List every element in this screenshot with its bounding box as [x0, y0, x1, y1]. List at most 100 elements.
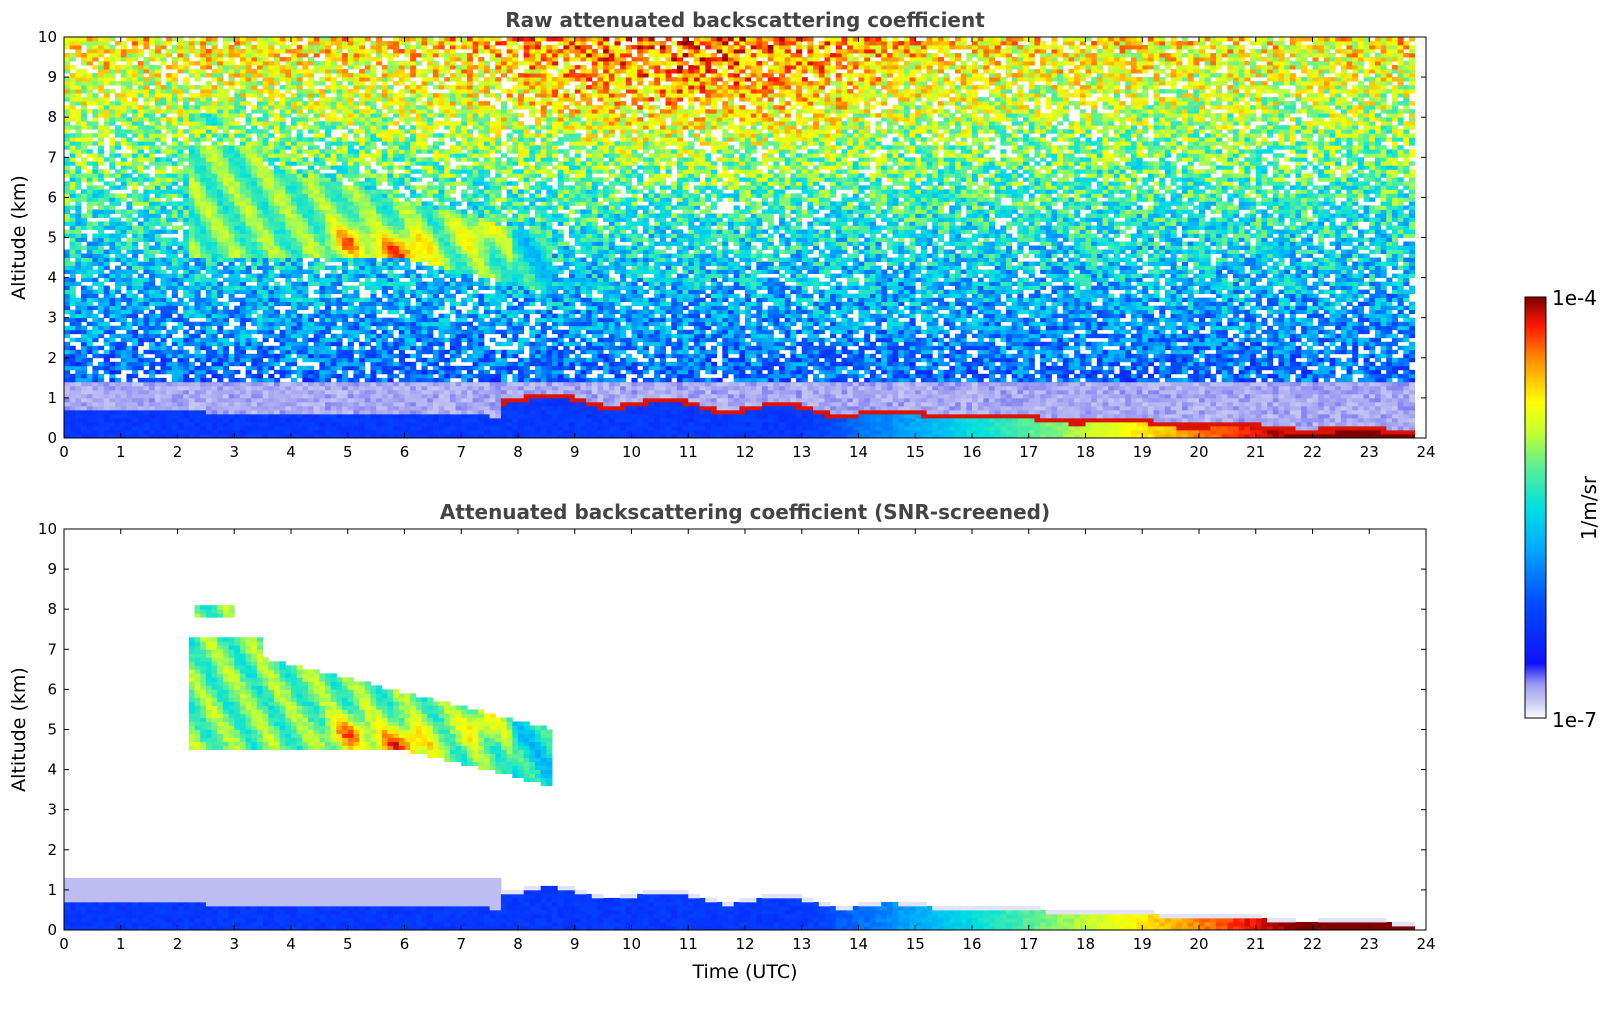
- heatmap-cell: [1119, 425, 1126, 431]
- heatmap-cell: [1068, 429, 1075, 435]
- heatmap-cell: [756, 345, 763, 351]
- heatmap-cell: [869, 373, 876, 379]
- heatmap-cell: [1233, 409, 1240, 415]
- heatmap-cell: [1346, 433, 1353, 439]
- heatmap-cell: [671, 417, 678, 423]
- heatmap-cell: [1164, 365, 1172, 371]
- heatmap-cell: [869, 425, 876, 431]
- heatmap-cell: [404, 397, 411, 403]
- heatmap-cell: [478, 393, 485, 399]
- heatmap-cell: [64, 405, 71, 411]
- heatmap-cell: [750, 421, 757, 427]
- heatmap-cell: [1221, 365, 1228, 371]
- heatmap-cell: [773, 349, 780, 355]
- heatmap-cell: [1153, 393, 1160, 399]
- heatmap-cell: [1142, 417, 1149, 423]
- heatmap-cell: [535, 401, 542, 407]
- heatmap-cell: [205, 349, 212, 355]
- heatmap-cell: [591, 353, 598, 359]
- heatmap-cell: [166, 357, 173, 363]
- heatmap-cell: [160, 345, 167, 351]
- heatmap-cell: [500, 433, 508, 439]
- heatmap-cell: [69, 413, 76, 419]
- heatmap-cell: [404, 373, 411, 379]
- heatmap-cell: [472, 361, 479, 367]
- heatmap-cell: [767, 381, 774, 387]
- heatmap-cell: [1034, 417, 1041, 423]
- heatmap-cell: [625, 369, 632, 375]
- heatmap-cell: [251, 389, 258, 395]
- heatmap-cell: [682, 357, 689, 363]
- heatmap-cell: [313, 421, 320, 427]
- heatmap-cell: [1193, 401, 1200, 407]
- heatmap-cell: [586, 429, 593, 435]
- heatmap-cell: [1386, 361, 1393, 367]
- heatmap-cell: [1045, 421, 1052, 427]
- heatmap-cell: [767, 385, 774, 391]
- heatmap-cell: [359, 361, 366, 367]
- heatmap-cell: [688, 389, 695, 395]
- heatmap-cell: [1267, 409, 1274, 415]
- heatmap-cell: [455, 345, 462, 351]
- heatmap-cell: [920, 353, 927, 359]
- heatmap-cell: [296, 405, 303, 411]
- heatmap-cell: [205, 393, 212, 399]
- heatmap-cell: [438, 433, 445, 439]
- heatmap-cell: [682, 349, 689, 355]
- heatmap-cell: [1295, 425, 1302, 431]
- heatmap-cell: [319, 377, 326, 383]
- heatmap-cell: [166, 397, 173, 403]
- heatmap-cell: [1323, 401, 1330, 407]
- heatmap-cell: [745, 365, 752, 371]
- heatmap-cell: [529, 393, 536, 399]
- heatmap-cell: [398, 377, 405, 383]
- heatmap-cell: [1227, 369, 1234, 375]
- heatmap-cell: [205, 409, 212, 415]
- heatmap-cell: [472, 345, 479, 351]
- heatmap-cell: [1181, 413, 1189, 419]
- heatmap-cell: [608, 357, 615, 363]
- heatmap-cell: [171, 385, 178, 391]
- heatmap-cell: [881, 417, 888, 423]
- heatmap-cell: [625, 393, 632, 399]
- heatmap-cell: [137, 417, 144, 423]
- heatmap-cell: [347, 389, 354, 395]
- heatmap-cell: [926, 389, 933, 395]
- heatmap-cell: [404, 393, 411, 399]
- heatmap-cell: [342, 345, 349, 351]
- heatmap-cell: [1164, 409, 1172, 415]
- heatmap-cell: [648, 353, 655, 359]
- heatmap-cell: [552, 345, 559, 351]
- heatmap-cell: [1028, 425, 1035, 431]
- heatmap-cell: [552, 361, 559, 367]
- heatmap-cell: [1312, 433, 1319, 439]
- heatmap-cell: [1119, 377, 1126, 383]
- heatmap-cell: [81, 401, 88, 407]
- heatmap-cell: [1267, 385, 1274, 391]
- heatmap-cell: [239, 421, 246, 427]
- heatmap-cell: [325, 413, 332, 419]
- heatmap-cell: [217, 345, 224, 351]
- heatmap-cell: [398, 425, 405, 431]
- heatmap-cell: [966, 409, 973, 415]
- heatmap-cell: [620, 381, 627, 387]
- heatmap-cell: [251, 413, 258, 419]
- heatmap-cell: [603, 385, 610, 391]
- heatmap-cell: [347, 361, 354, 367]
- heatmap-cell: [920, 365, 927, 371]
- heatmap-cell: [540, 357, 547, 363]
- heatmap-cell: [251, 409, 258, 415]
- heatmap-cell: [841, 349, 848, 355]
- heatmap-cell: [421, 405, 428, 411]
- heatmap-cell: [727, 381, 735, 387]
- heatmap-cell: [256, 401, 264, 407]
- heatmap-cell: [580, 357, 587, 363]
- heatmap-cell: [1159, 429, 1166, 435]
- heatmap-cell: [688, 429, 695, 435]
- heatmap-cell: [1028, 421, 1035, 427]
- heatmap-cell: [943, 385, 950, 391]
- heatmap-cell: [608, 397, 615, 403]
- heatmap-cell: [461, 417, 468, 423]
- heatmap-cell: [1113, 373, 1120, 379]
- heatmap-cell: [523, 433, 530, 439]
